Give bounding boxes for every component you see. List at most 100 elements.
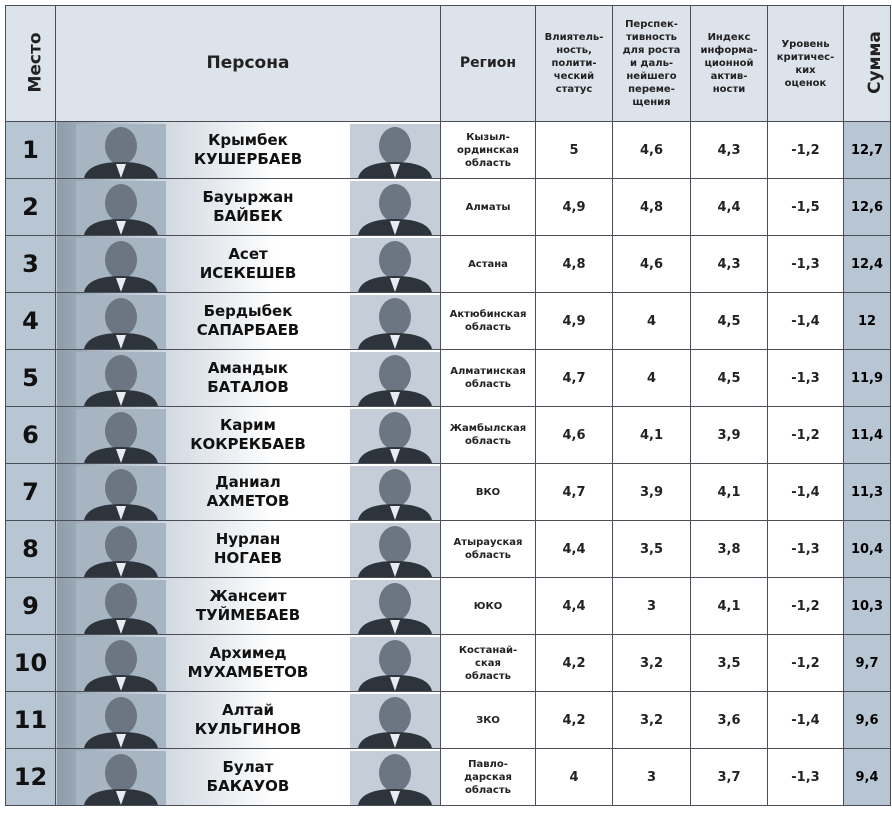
portrait xyxy=(350,238,440,292)
score: -1,3 xyxy=(767,748,844,806)
person: Асет ИСЕКЕШЕВ xyxy=(55,235,441,293)
place: 7 xyxy=(5,463,56,521)
person-name: Алтай КУЛЬГИНОВ xyxy=(57,701,440,739)
first-name: Бауыржан xyxy=(202,188,294,206)
region: Костанай- ская область xyxy=(440,634,536,692)
person-name: Булат БАКАУОВ xyxy=(57,758,440,796)
sum: 12,7 xyxy=(843,121,891,179)
portrait xyxy=(350,124,440,178)
place: 4 xyxy=(5,292,56,350)
place: 2 xyxy=(5,178,56,236)
last-name: НОГАЕВ xyxy=(213,549,283,567)
sum: 9,4 xyxy=(843,748,891,806)
sum: 9,7 xyxy=(843,634,891,692)
last-name: КУШЕРБАЕВ xyxy=(193,150,303,168)
region: ЗКО xyxy=(440,691,536,749)
sum: 10,4 xyxy=(843,520,891,578)
table-row: 5 Амандык БАТАЛОВ Алматинская область 4,7 4 4,… xyxy=(5,349,891,407)
person: Алтай КУЛЬГИНОВ xyxy=(55,691,441,749)
person: Жансеит ТУЙМЕБАЕВ xyxy=(55,577,441,635)
table-row: 11 Алтай КУЛЬГИНОВ ЗКО 4,2 3,2 3,6 -1,4 9,6 xyxy=(5,691,891,749)
score: 4,2 xyxy=(535,691,613,749)
person: Архимед МУХАМБЕТОВ xyxy=(55,634,441,692)
place: 5 xyxy=(5,349,56,407)
portrait xyxy=(76,694,166,748)
last-name: КУЛЬГИНОВ xyxy=(194,720,302,738)
score: 4,4 xyxy=(535,577,613,635)
person-name: Жансеит ТУЙМЕБАЕВ xyxy=(57,587,440,625)
person-name: Амандык БАТАЛОВ xyxy=(57,359,440,397)
place: 11 xyxy=(5,691,56,749)
person: Бердыбек САПАРБАЕВ xyxy=(55,292,441,350)
score: -1,4 xyxy=(767,292,844,350)
score: 4,1 xyxy=(690,577,768,635)
score: 3 xyxy=(612,748,691,806)
score: 3,2 xyxy=(612,691,691,749)
score: 3,5 xyxy=(690,634,768,692)
portrait xyxy=(350,580,440,634)
person: Бауыржан БАЙБЕК xyxy=(55,178,441,236)
score: -1,2 xyxy=(767,634,844,692)
first-name: Алтай xyxy=(222,701,274,719)
score: 4,6 xyxy=(612,235,691,293)
place: 1 xyxy=(5,121,56,179)
score: 3,7 xyxy=(690,748,768,806)
score: 4,6 xyxy=(612,121,691,179)
table-body: 1 Крымбек КУШЕРБАЕВ Кызыл- ординская област… xyxy=(5,121,891,806)
score: 3,6 xyxy=(690,691,768,749)
table-row: 12 Булат БАКАУОВ Павло- дарская область 4 3 3,… xyxy=(5,748,891,806)
first-name: Амандык xyxy=(207,359,289,377)
portrait xyxy=(350,409,440,463)
score: 3,5 xyxy=(612,520,691,578)
score: 3,8 xyxy=(690,520,768,578)
score: 4,8 xyxy=(612,178,691,236)
sum: 11,4 xyxy=(843,406,891,464)
portrait xyxy=(76,466,166,520)
score: -1,2 xyxy=(767,406,844,464)
header-cell: Сумма xyxy=(843,5,891,122)
place: 6 xyxy=(5,406,56,464)
place: 8 xyxy=(5,520,56,578)
region: Алматинская область xyxy=(440,349,536,407)
sum: 12 xyxy=(843,292,891,350)
header-region: Регион xyxy=(440,5,536,122)
place: 10 xyxy=(5,634,56,692)
header-col4: Уровень критичес- ких оценок xyxy=(767,5,844,122)
portrait xyxy=(350,352,440,406)
portrait xyxy=(76,124,166,178)
score: -1,2 xyxy=(767,577,844,635)
region: Кызыл- ординская область xyxy=(440,121,536,179)
person: Карим КОКРЕКБАЕВ xyxy=(55,406,441,464)
table-row: 9 Жансеит ТУЙМЕБАЕВ ЮКО 4,4 3 4,1 -1,2 10,3 xyxy=(5,577,891,635)
first-name: Асет xyxy=(228,245,268,263)
score: 4,1 xyxy=(612,406,691,464)
portrait xyxy=(76,523,166,577)
first-name: Крымбек xyxy=(208,131,288,149)
place: 9 xyxy=(5,577,56,635)
header-col2: Перспек- тивность для роста и даль- нейш… xyxy=(612,5,691,122)
portrait xyxy=(350,295,440,349)
header-place: Место xyxy=(25,32,46,93)
table-row: 2 Бауыржан БАЙБЕК Алматы 4,9 4,8 4,4 -1,5 12,6 xyxy=(5,178,891,236)
score: 4,7 xyxy=(535,349,613,407)
first-name: Булат xyxy=(222,758,274,776)
portrait xyxy=(76,637,166,691)
region: Павло- дарская область xyxy=(440,748,536,806)
portrait xyxy=(76,181,166,235)
person-name: Бауыржан БАЙБЕК xyxy=(57,188,440,226)
score: 4 xyxy=(535,748,613,806)
first-name: Жансеит xyxy=(209,587,287,605)
score: 4 xyxy=(612,349,691,407)
portrait xyxy=(76,295,166,349)
region: ВКО xyxy=(440,463,536,521)
table-row: 6 Карим КОКРЕКБАЕВ Жамбылская область 4,6 4,1… xyxy=(5,406,891,464)
score: 3,9 xyxy=(690,406,768,464)
score: -1,3 xyxy=(767,235,844,293)
score: 4,1 xyxy=(690,463,768,521)
table-row: 7 Даниал АХМЕТОВ ВКО 4,7 3,9 4,1 -1,4 11,3 xyxy=(5,463,891,521)
last-name: МУХАМБЕТОВ xyxy=(187,663,309,681)
region: Атырауская область xyxy=(440,520,536,578)
score: 4,5 xyxy=(690,349,768,407)
score: -1,4 xyxy=(767,463,844,521)
